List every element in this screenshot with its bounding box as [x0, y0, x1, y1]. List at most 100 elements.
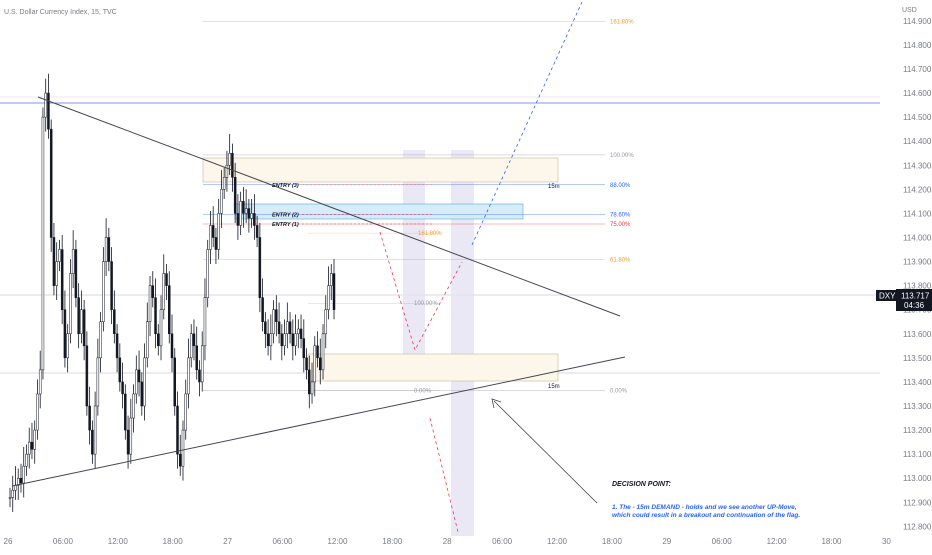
- y-tick-label-0: 112.800: [903, 522, 932, 531]
- x-tick-label-6: 12:00: [327, 537, 348, 546]
- candle-body-16: [52, 237, 56, 286]
- candle-body-59: [170, 333, 174, 359]
- y-tick-label-6: 113.400: [903, 378, 932, 387]
- x-axis[interactable]: 26 06:00 12:00 18:00 27 06:00 12:00 18:00 28 06:0…: [4, 537, 892, 546]
- candle-body-47: [137, 369, 141, 383]
- candle-body-56: [162, 273, 166, 310]
- candle-body-64: [184, 393, 187, 431]
- candle-body-66: [189, 333, 193, 359]
- candle-body-24: [74, 249, 78, 298]
- candle-body-15: [49, 128, 53, 238]
- y-tick-label-12: 114.000: [903, 233, 932, 242]
- candle-body-46: [135, 369, 138, 395]
- candle-body-92: [261, 297, 264, 322]
- y-tick-label-2: 113.000: [903, 474, 932, 483]
- candle-body-3: [16, 477, 20, 486]
- supply-zone: [202, 157, 559, 183]
- candle-body-79: [225, 165, 229, 178]
- y-tick-label-11: 113.900: [903, 258, 932, 267]
- y-tick-label-16: 114.400: [903, 137, 932, 146]
- candle-body-95: [269, 333, 273, 347]
- candle-body-20: [63, 309, 67, 359]
- candle-body-30: [91, 429, 94, 455]
- candle-body-97: [275, 309, 278, 322]
- last-price: 113.717: [901, 292, 930, 301]
- fib-label-6: 0.00%: [610, 388, 628, 394]
- x-tick-label-15: 18:00: [821, 537, 842, 546]
- chart-title: U.S. Dollar Currency Index, 15, TVC: [4, 9, 117, 16]
- y-tick-label-7: 113.500: [903, 354, 932, 363]
- note-line-1: 1. The - 15m DEMAND - holds and we see a…: [612, 504, 797, 511]
- note-title: DECISION POINT:: [612, 481, 671, 488]
- candle-body-84: [239, 201, 242, 226]
- y-tick-label-8: 113.600: [903, 330, 932, 339]
- candle-body-1: [11, 490, 14, 498]
- x-tick-label-10: 12:00: [547, 537, 568, 546]
- entry-label-2: ENTRY (1): [272, 222, 299, 228]
- symbol-badge-bg: [876, 290, 896, 301]
- candle-body-27: [82, 309, 86, 347]
- candle-body-96: [272, 309, 275, 335]
- candle-body-21: [66, 333, 69, 359]
- candle-body-116: [327, 285, 330, 310]
- candle-body-63: [181, 429, 185, 467]
- zone-layer: 15m 15m: [202, 157, 560, 390]
- inner-fib-label-1: 100.00%: [414, 301, 438, 307]
- candle-body-8: [30, 441, 34, 450]
- candle-body-40: [118, 357, 122, 383]
- y-tick-label-18: 114.600: [903, 89, 932, 98]
- candle-body-74: [211, 225, 215, 238]
- candle-body-73: [209, 225, 212, 250]
- candle-body-72: [206, 249, 209, 298]
- upper-trendline: [37, 96, 621, 317]
- candle-body-45: [132, 393, 135, 419]
- candle-body-34: [102, 261, 105, 322]
- candle-body-41: [121, 381, 124, 395]
- annotation-arrow: [493, 400, 598, 504]
- candle-body-57: [165, 273, 168, 286]
- candle-body-12: [41, 116, 45, 371]
- candle-body-71: [203, 297, 207, 347]
- candle-layer: [8, 73, 336, 512]
- candle-body-114: [321, 333, 325, 371]
- candle-body-110: [310, 381, 314, 395]
- candle-body-67: [192, 333, 196, 347]
- zone-label-supply: 15m: [548, 184, 560, 190]
- candle-body-44: [129, 417, 133, 455]
- currency-label: USD: [902, 7, 917, 14]
- candle-body-102: [288, 321, 292, 335]
- candle-body-117: [330, 273, 333, 286]
- candle-body-88: [250, 213, 253, 219]
- countdown: 04:36: [904, 301, 925, 310]
- candle-body-14: [47, 92, 50, 130]
- fib-label-1: 100.00%: [610, 153, 634, 159]
- candle-body-29: [88, 405, 91, 431]
- candle-body-38: [113, 309, 116, 335]
- x-tick-label-4: 27: [223, 537, 232, 546]
- candle-body-35: [104, 237, 108, 262]
- demand-zone: [307, 353, 559, 382]
- candle-body-112: [316, 345, 319, 359]
- candle-body-65: [187, 357, 190, 395]
- candle-body-51: [148, 285, 152, 322]
- x-tick-label-13: 06:00: [712, 537, 733, 546]
- candle-body-68: [195, 345, 198, 371]
- candle-body-60: [173, 357, 176, 407]
- x-tick-label-14: 12:00: [767, 537, 788, 546]
- inner-fib-label-0: 161.80%: [418, 231, 442, 237]
- fib-label-0: 161.80%: [610, 19, 634, 25]
- candle-body-93: [264, 321, 267, 335]
- candle-body-109: [308, 369, 311, 395]
- candle-body-10: [36, 393, 39, 431]
- candle-body-94: [266, 333, 270, 347]
- candle-body-108: [305, 357, 308, 371]
- candle-body-80: [228, 152, 231, 166]
- candle-body-106: [299, 328, 303, 339]
- candle-body-62: [178, 453, 182, 467]
- projection-breakdown: [429, 417, 459, 533]
- candle-body-7: [27, 441, 31, 455]
- y-tick-label-21: 114.900: [903, 17, 932, 26]
- candle-body-78: [222, 177, 226, 190]
